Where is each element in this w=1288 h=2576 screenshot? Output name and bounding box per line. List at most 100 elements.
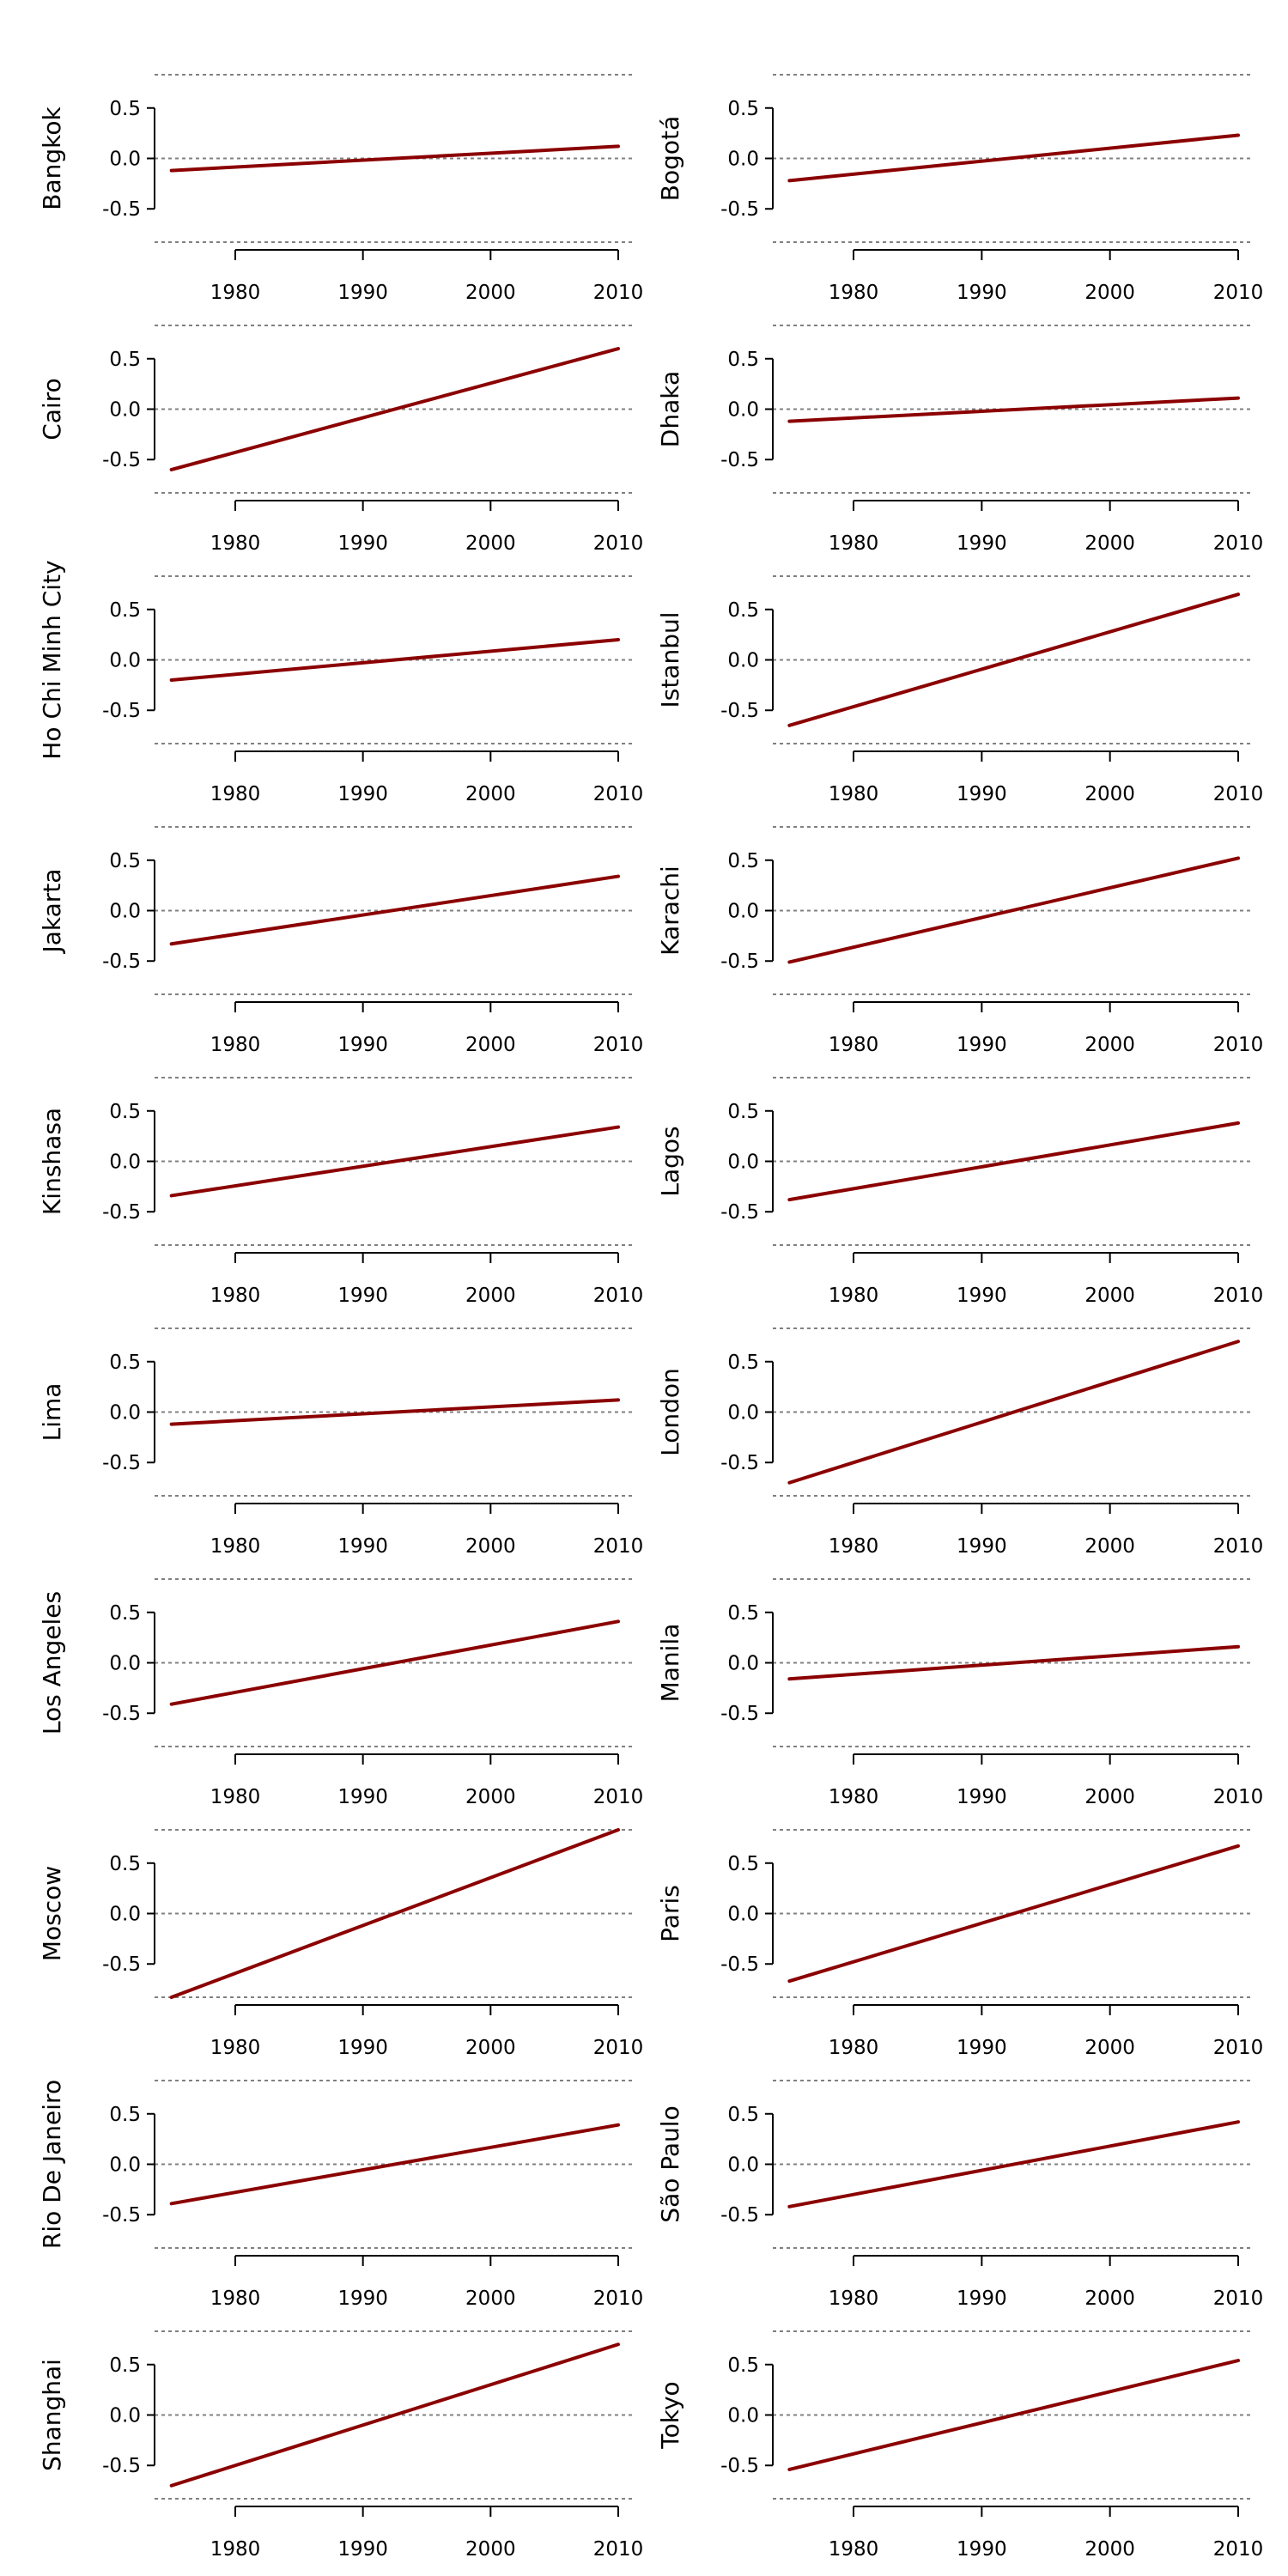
y-tick-label: 0.0 (727, 149, 759, 171)
panel-title: Kinshasa (38, 1108, 66, 1215)
x-tick-label: 2010 (593, 1786, 644, 1808)
y-tick-label: 0.5 (109, 850, 141, 872)
trend-line (787, 1644, 1240, 1681)
trend-line (169, 638, 620, 682)
panel-title: Dhaka (656, 371, 684, 447)
panel-title: Tokyo (656, 2381, 684, 2449)
x-tick-label: 1980 (829, 1034, 879, 1056)
x-tick-label: 1990 (957, 1034, 1007, 1056)
y-tick-label: -0.5 (102, 1953, 141, 1976)
x-tick-label: 1980 (210, 282, 261, 304)
y-tick-label: 0.5 (727, 2104, 759, 2126)
x-tick-label: 2000 (465, 1034, 516, 1056)
x-tick-label: 1990 (337, 282, 388, 304)
panel-lima: -0.5 0.0 0.5 1980 1990 2000 2010 Lima (38, 1327, 644, 1558)
x-tick-label: 2010 (593, 282, 644, 304)
y-tick-label: 0.5 (727, 1101, 759, 1123)
y-tick-label: -0.5 (720, 2455, 759, 2477)
x-tick-label: 1990 (957, 783, 1007, 805)
x-tick-label: 1980 (210, 2287, 261, 2310)
panel-title: Rio De Janeiro (38, 2080, 66, 2249)
y-tick-label: -0.5 (102, 2455, 141, 2477)
y-tick-label: -0.5 (102, 1452, 141, 1474)
panel-kinshasa: -0.5 0.0 0.5 1980 1990 2000 2010 Kinshasa (38, 1077, 643, 1307)
x-tick-label: 1990 (337, 1786, 388, 1808)
x-tick-label: 2010 (593, 532, 644, 555)
x-tick-label: 2000 (1084, 2538, 1135, 2561)
panel-istanbul: -0.5 0.0 0.5 1980 1990 2000 2010 Istanbul (656, 575, 1263, 805)
panel-los-angeles: -0.5 0.0 0.5 1980 1990 2000 2010 Los Angeles (38, 1578, 644, 1808)
trend-line (787, 856, 1240, 964)
trend-line (169, 2123, 620, 2206)
y-tick-label: 0.0 (109, 399, 141, 422)
x-tick-label: 2000 (1084, 1034, 1135, 1056)
panel-bogot-: -0.5 0.0 0.5 1980 1990 2000 2010 Bogotá (656, 74, 1263, 304)
trend-line (169, 1125, 620, 1198)
y-tick-label: -0.5 (102, 951, 141, 973)
y-tick-label: 0.0 (727, 650, 759, 672)
x-tick-label: 1980 (829, 532, 879, 555)
y-tick-label: 0.5 (727, 98, 759, 120)
panel-dhaka: -0.5 0.0 0.5 1980 1990 2000 2010 Dhaka (656, 325, 1263, 555)
x-tick-label: 1990 (957, 1786, 1007, 1808)
x-tick-label: 2000 (465, 2538, 516, 2561)
x-tick-label: 1990 (957, 532, 1007, 555)
y-tick-label: 0.0 (727, 1904, 759, 1926)
y-tick-label: 0.0 (727, 1653, 759, 1675)
panel-title: Cairo (38, 378, 66, 440)
y-tick-label: 0.5 (109, 1602, 141, 1625)
x-tick-label: 2000 (465, 1535, 516, 1558)
y-tick-label: 0.0 (109, 2405, 141, 2427)
panel-moscow: -0.5 0.0 0.5 1980 1990 2000 2010 Moscow (38, 1828, 643, 2059)
x-tick-label: 2000 (465, 532, 516, 555)
x-tick-label: 1990 (337, 2538, 388, 2561)
y-tick-label: 0.5 (109, 2104, 141, 2126)
x-tick-label: 2010 (1213, 1535, 1264, 1558)
trend-line (169, 874, 620, 946)
trend-line (169, 1619, 620, 1706)
panel-title: London (656, 1368, 684, 1456)
y-tick-label: 0.5 (727, 2354, 759, 2377)
x-tick-label: 1980 (210, 2037, 261, 2059)
y-tick-label: 0.0 (727, 1402, 759, 1425)
y-tick-label: 0.5 (109, 1853, 141, 1875)
trend-line (169, 1398, 620, 1426)
y-tick-label: 0.0 (109, 1402, 141, 1425)
y-tick-label: -0.5 (720, 951, 759, 973)
x-tick-label: 1990 (337, 1535, 388, 1558)
panel-title: São Paulo (656, 2105, 684, 2222)
y-tick-label: 0.5 (727, 349, 759, 371)
y-tick-label: 0.5 (109, 1101, 141, 1123)
y-tick-label: -0.5 (102, 2204, 141, 2227)
y-tick-label: 0.0 (727, 399, 759, 422)
x-tick-label: 1990 (337, 783, 388, 805)
trend-line (787, 2359, 1240, 2471)
x-tick-label: 2000 (465, 1285, 516, 1307)
x-tick-label: 1980 (829, 1786, 879, 1808)
y-tick-label: 0.5 (109, 98, 141, 120)
y-tick-label: 0.0 (727, 901, 759, 923)
x-tick-label: 2010 (593, 1535, 644, 1558)
panel-lagos: -0.5 0.0 0.5 1980 1990 2000 2010 Lagos (656, 1077, 1263, 1307)
panel-tokyo: -0.5 0.0 0.5 1980 1990 2000 2010 Tokyo (656, 2330, 1263, 2561)
y-tick-label: 0.0 (109, 149, 141, 171)
trend-line (787, 133, 1240, 183)
x-tick-label: 2010 (593, 2287, 644, 2310)
x-tick-label: 1980 (829, 282, 879, 304)
x-tick-label: 1980 (210, 1786, 261, 1808)
panel-rio-de-janeiro: -0.5 0.0 0.5 1980 1990 2000 2010 Rio De Janeiro (38, 2080, 643, 2310)
panel-jakarta: -0.5 0.0 0.5 1980 1990 2000 2010 Jakarta (38, 826, 643, 1056)
trend-line (787, 1340, 1240, 1485)
x-tick-label: 2000 (465, 282, 516, 304)
panel-title: Jakarta (38, 869, 66, 955)
x-tick-label: 2010 (1213, 2037, 1264, 2059)
trend-line (169, 347, 620, 471)
x-tick-label: 1990 (957, 1535, 1007, 1558)
y-tick-label: -0.5 (102, 198, 141, 221)
x-tick-label: 1980 (829, 2287, 879, 2310)
x-tick-label: 2000 (465, 2037, 516, 2059)
panel-shanghai: -0.5 0.0 0.5 1980 1990 2000 2010 Shanghai (38, 2330, 643, 2561)
x-tick-label: 1980 (829, 2538, 879, 2561)
